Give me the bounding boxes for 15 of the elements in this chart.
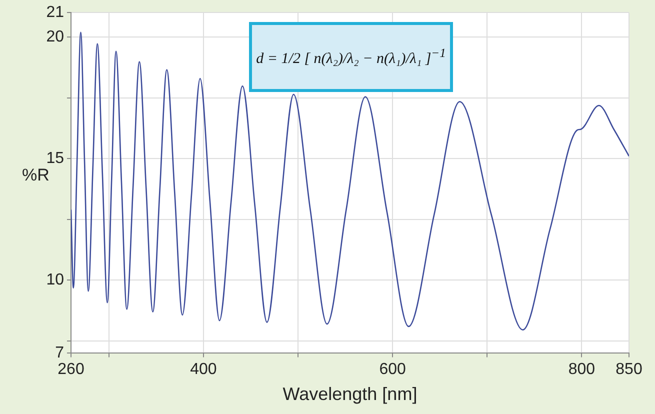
y-tick-label: 21 bbox=[46, 4, 64, 22]
y-tick-label: 20 bbox=[46, 28, 64, 46]
x-tick-label: 850 bbox=[616, 361, 642, 378]
x-axis-title: Wavelength [nm] bbox=[282, 384, 418, 404]
annotation: d = 1/2 [ n(λ₂)/λ₂ − n(λ₁)/λ₁ ]$^{−1}$ bbox=[256, 46, 446, 68]
x-tick-label: 800 bbox=[568, 361, 596, 378]
y-tick-label: 10 bbox=[46, 272, 64, 289]
x-tick-label: 260 bbox=[58, 361, 84, 378]
x-tick-label: 600 bbox=[379, 361, 406, 378]
y-tick-label: 15 bbox=[46, 150, 64, 167]
line-series bbox=[71, 32, 629, 330]
y-axis-title: %R bbox=[22, 165, 50, 184]
y-tick-label: 7 bbox=[55, 344, 64, 362]
formula-box: d = 1/2 [ n(λ₂)/λ₂ − n(λ₁)/λ₁ ]$^{−1}$ bbox=[249, 22, 453, 92]
x-tick-label: 400 bbox=[190, 361, 217, 378]
